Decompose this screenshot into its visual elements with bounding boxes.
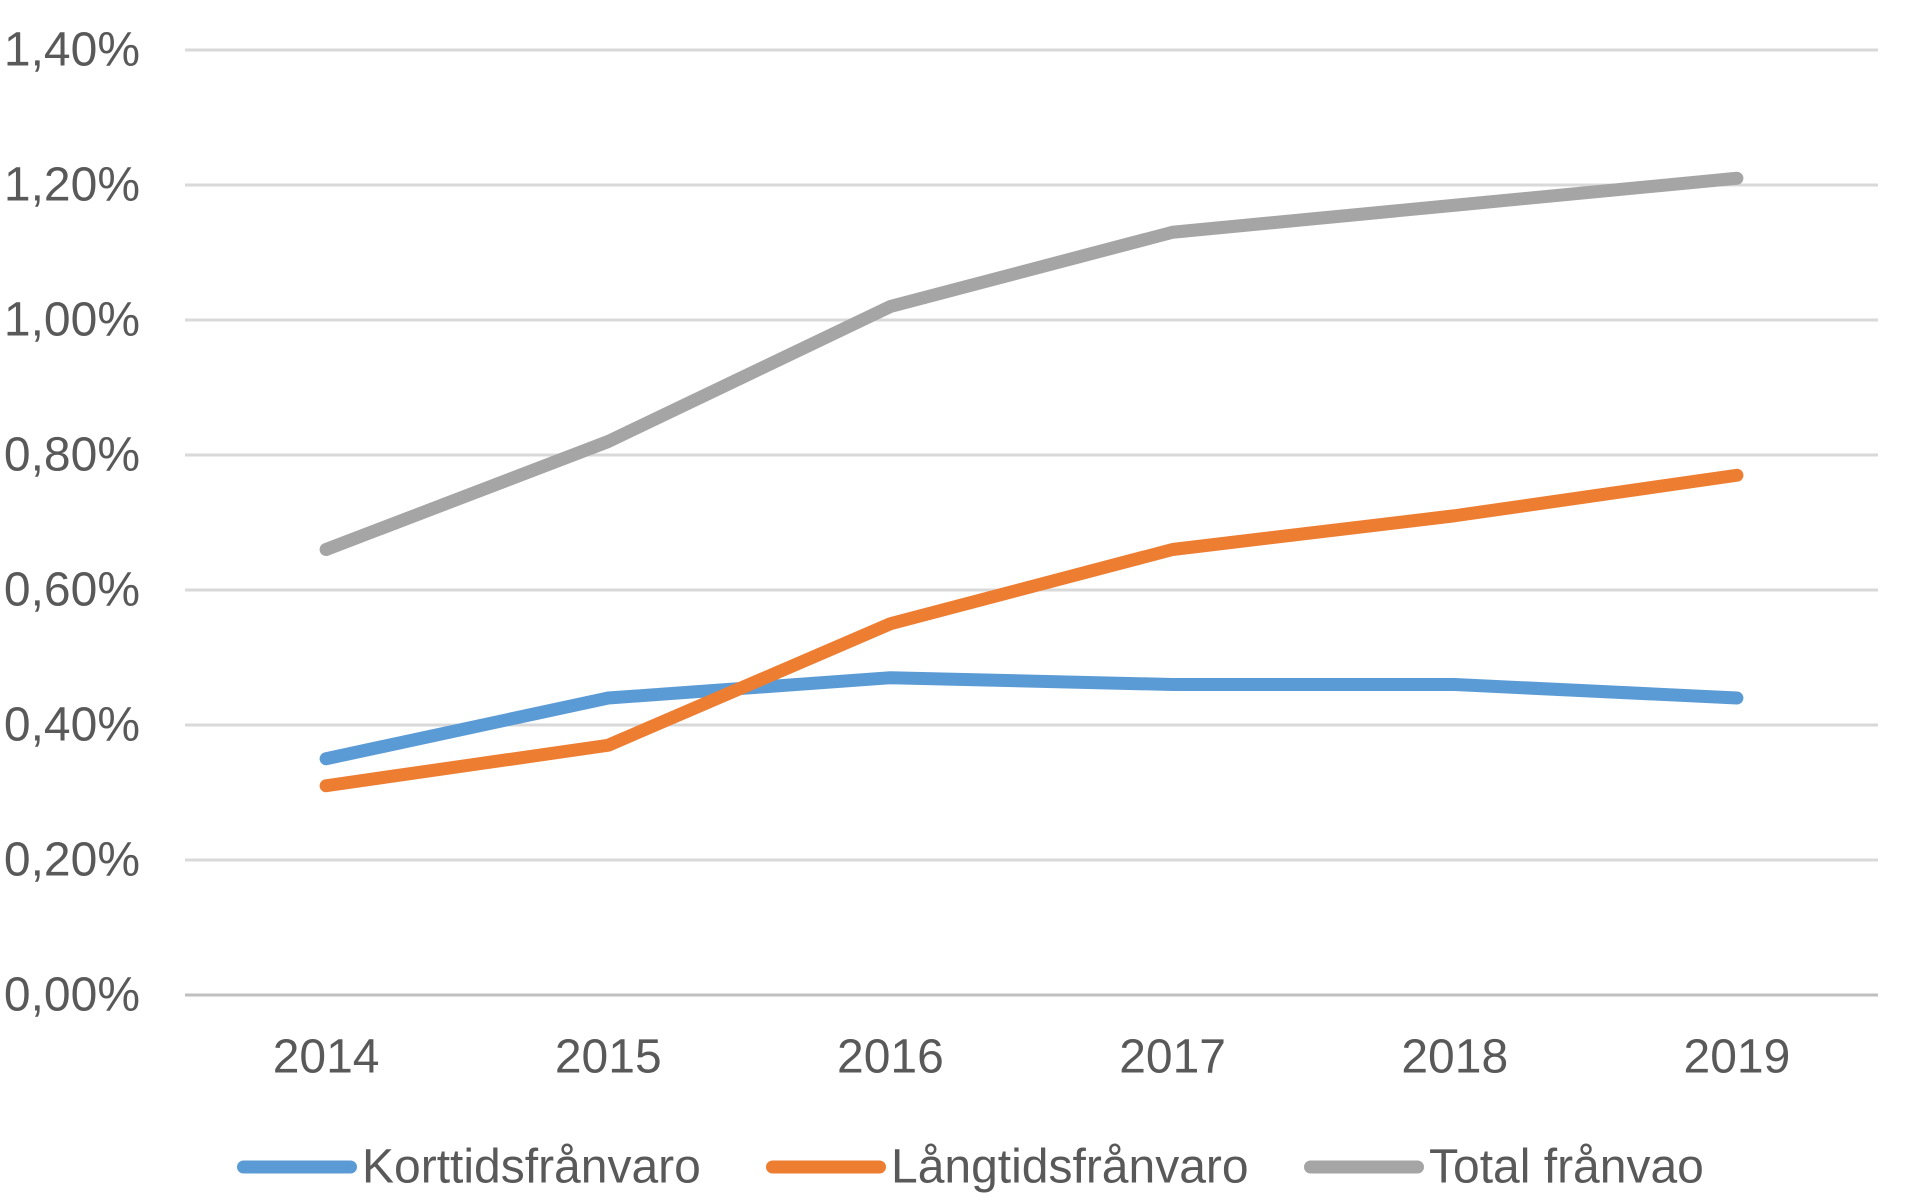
legend-swatch-total-franvao [1304,1160,1424,1174]
legend-swatch-korttidsfranvaro [237,1160,357,1174]
series-line-langtidsfranvaro [319,468,1744,793]
y-tick-label: 1,00% [4,294,140,347]
series-line-korttidsfranvaro [319,671,1744,766]
x-tick-label: 2014 [273,1031,380,1084]
y-tick-label: 1,20% [4,159,140,212]
x-tick-label: 2018 [1401,1031,1508,1084]
y-tick-label: 0,20% [4,834,140,887]
x-tick-label: 2016 [837,1031,944,1084]
x-tick-label: 2015 [555,1031,662,1084]
legend-label-total-franvao: Total frånvao [1429,1141,1704,1194]
x-tick-label: 2017 [1119,1031,1226,1084]
series-line-total-franvao [319,171,1744,556]
legend-label-langtidsfranvaro: Långtidsfrånvaro [891,1141,1249,1194]
legend-label-korttidsfranvaro: Korttidsfrånvaro [362,1141,701,1194]
x-tick-label: 2019 [1684,1031,1791,1084]
y-tick-label: 0,00% [4,969,140,1022]
y-tick-label: 0,60% [4,564,140,617]
y-tick-label: 1,40% [4,24,140,77]
y-tick-label: 0,40% [4,699,140,752]
legend-swatch-langtidsfranvaro [766,1160,886,1174]
y-tick-label: 0,80% [4,429,140,482]
